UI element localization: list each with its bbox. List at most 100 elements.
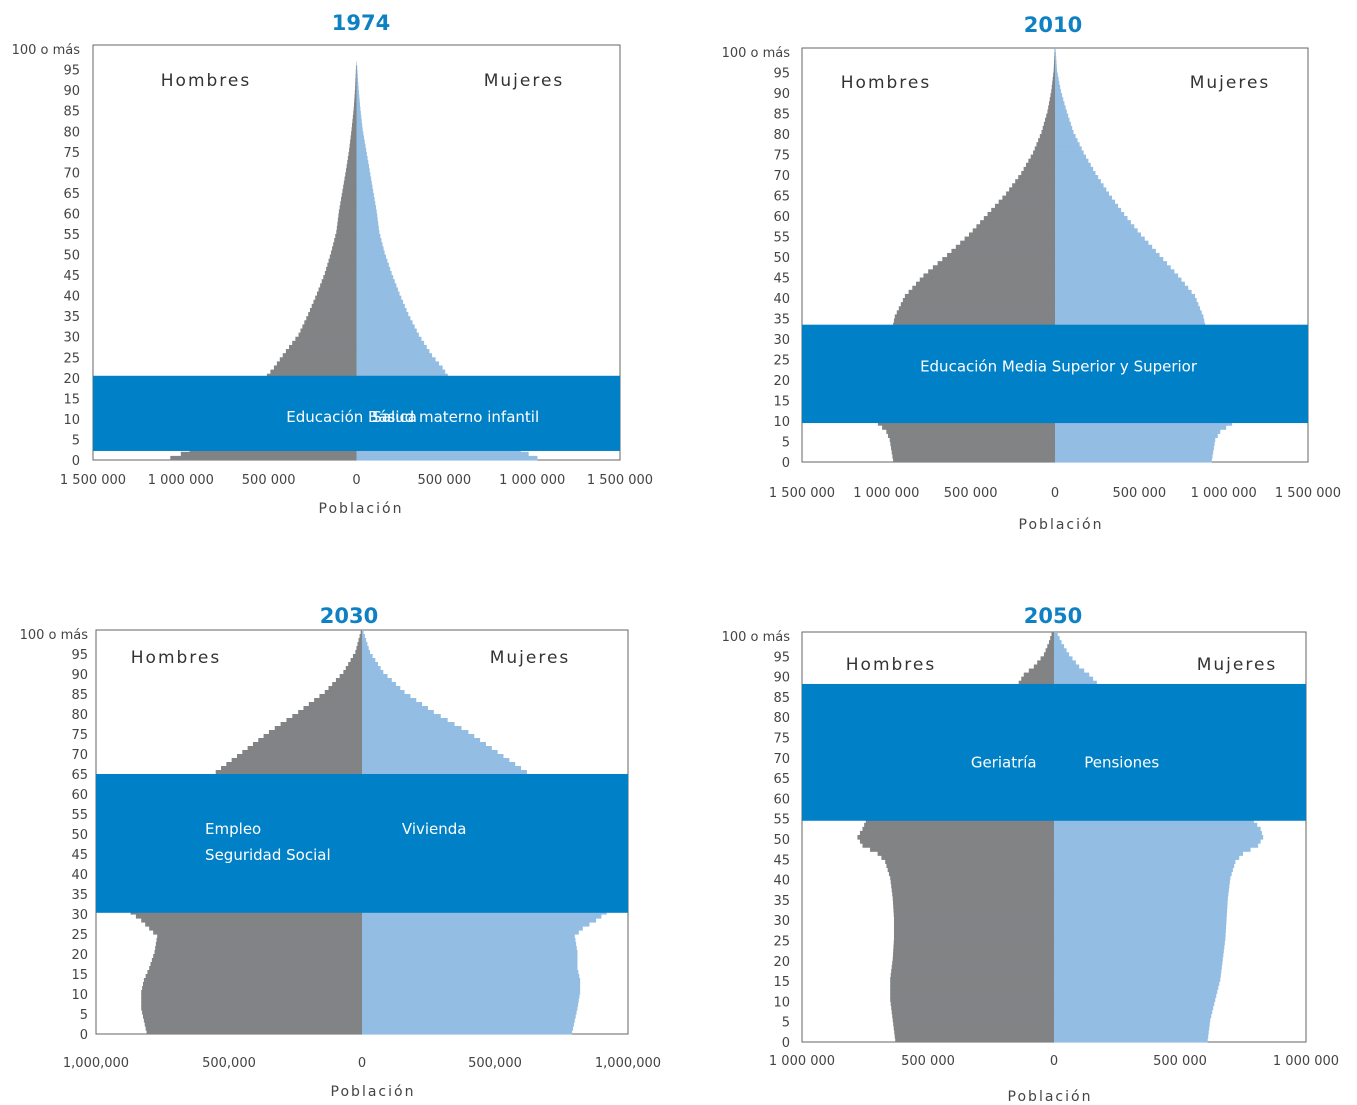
- y-tick-label: 90: [71, 668, 88, 683]
- y-tick-label: 50: [63, 249, 80, 264]
- male-bar: [323, 275, 357, 280]
- female-bar: [362, 1026, 574, 1031]
- male-bar: [350, 658, 362, 663]
- female-bar: [1055, 441, 1215, 447]
- female-bar: [1054, 936, 1226, 942]
- band-label: Geriatría: [971, 754, 1037, 772]
- female-bar: [362, 974, 580, 979]
- male-label: Hombres: [841, 73, 931, 93]
- x-tick-label: 500,000: [468, 1056, 522, 1071]
- male-bar: [1021, 676, 1054, 682]
- female-bar: [362, 630, 364, 635]
- female-bar: [1055, 269, 1175, 275]
- male-bar: [1037, 660, 1054, 666]
- male-bar: [355, 81, 357, 87]
- female-bar: [1055, 101, 1065, 106]
- y-tick-label: 55: [773, 813, 790, 828]
- female-bar: [1055, 281, 1185, 287]
- male-bar: [319, 694, 362, 699]
- female-bar: [356, 221, 379, 227]
- male-bar: [862, 826, 1054, 832]
- male-bar: [345, 172, 357, 178]
- y-tick-label: 40: [773, 874, 790, 889]
- male-bar: [142, 982, 362, 987]
- male-bar: [344, 176, 357, 182]
- female-bar: [1054, 839, 1261, 844]
- male-bar: [151, 958, 362, 963]
- female-bar: [362, 662, 378, 667]
- male-bar: [298, 332, 357, 338]
- female-bar: [356, 160, 369, 165]
- male-bar: [355, 650, 362, 655]
- male-bar: [890, 879, 1054, 885]
- female-bar: [362, 706, 428, 711]
- female-bar: [356, 73, 358, 79]
- male-bar: [1054, 56, 1055, 61]
- y-tick-label: 60: [63, 207, 80, 222]
- female-bar: [1055, 129, 1074, 135]
- male-bar: [141, 1006, 362, 1011]
- female-bar: [362, 686, 401, 691]
- female-bar: [362, 698, 417, 703]
- y-tick-label: 0: [782, 1036, 790, 1051]
- female-bar: [1054, 648, 1067, 653]
- plot-area: Empleo Seguridad Social Vivienda: [95, 629, 629, 1035]
- female-bar: [356, 81, 359, 87]
- female-bar: [356, 164, 369, 169]
- female-bar: [1054, 895, 1228, 901]
- male-bar: [893, 908, 1054, 913]
- female-bar: [1054, 871, 1232, 877]
- male-bar: [1033, 150, 1055, 156]
- female-bar: [356, 369, 446, 375]
- male-bar: [358, 638, 362, 643]
- female-bar: [1054, 855, 1240, 860]
- female-bar: [1054, 875, 1231, 881]
- male-bar: [1039, 134, 1055, 139]
- x-tick-label: 1 500 000: [769, 486, 835, 501]
- male-bar: [998, 199, 1055, 205]
- male-bar: [355, 65, 357, 71]
- male-bar: [155, 942, 362, 947]
- y-tick-label: 40: [63, 290, 80, 305]
- x-axis-label: Población: [331, 1084, 416, 1100]
- female-bar: [356, 114, 362, 120]
- female-bar: [1054, 993, 1217, 998]
- male-bar: [276, 361, 357, 367]
- y-tick-label: 55: [71, 808, 88, 823]
- female-bar: [362, 934, 575, 939]
- female-bar: [356, 316, 411, 321]
- x-tick-label: 500,000: [202, 1056, 256, 1071]
- female-bar: [356, 131, 364, 136]
- male-bar: [1030, 154, 1055, 160]
- male-bar: [1023, 166, 1055, 172]
- male-bar: [1054, 52, 1055, 57]
- female-bar: [356, 229, 380, 235]
- male-bar: [142, 986, 362, 991]
- female-bar: [1054, 644, 1065, 649]
- female-bar: [356, 361, 440, 367]
- male-bar: [892, 1017, 1054, 1023]
- female-bar: [1055, 211, 1125, 217]
- female-bar: [1055, 240, 1149, 246]
- y-tick-label: 0: [72, 454, 80, 469]
- female-bar: [356, 353, 433, 358]
- male-bar: [352, 654, 362, 659]
- male-bar: [1051, 84, 1055, 90]
- female-bar: [362, 970, 579, 975]
- female-bar: [1054, 859, 1236, 864]
- male-bar: [308, 702, 362, 707]
- female-bar: [362, 634, 365, 639]
- male-bar: [865, 818, 1054, 824]
- y-tick-label: 50: [773, 251, 790, 266]
- female-bar: [362, 1010, 577, 1015]
- female-bar: [1054, 891, 1229, 897]
- female-bar: [1054, 867, 1233, 873]
- male-bar: [351, 127, 357, 132]
- male-bar: [968, 232, 1055, 238]
- male-bar: [1038, 138, 1055, 143]
- x-axis-label: Población: [1019, 517, 1104, 533]
- female-bar: [1055, 146, 1082, 152]
- male-bar: [1051, 632, 1054, 637]
- x-tick-label: 0: [1051, 486, 1059, 501]
- female-bar: [362, 922, 590, 927]
